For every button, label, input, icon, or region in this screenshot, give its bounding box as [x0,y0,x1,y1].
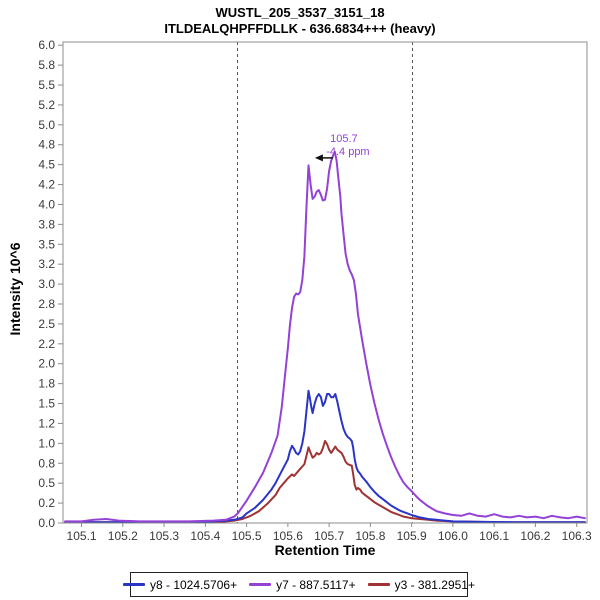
chart-title: WUSTL_205_3537_3151_18 [215,5,385,20]
y-tick-label: 4.0 [38,197,55,211]
y-tick-label: 0.8 [38,456,55,470]
legend-label-y8: y8 - 1024.5706+ [150,577,238,592]
y-tick-label: 3.5 [38,237,55,251]
x-tick-label: 105.9 [397,529,427,543]
series-line-y7 [64,150,586,523]
y-tick-label: 3.2 [38,257,55,271]
x-tick-label: 106.3 [562,529,592,543]
legend-item-y8: y8 - 1024.5706+ [123,578,237,592]
y-tick-label: 1.2 [38,416,55,430]
y-tick-label: 4.5 [38,158,55,172]
x-axis-label: Retention Time [274,542,376,558]
chart-subtitle: ITLDEALQHPFFDLLK - 636.6834+++ (heavy) [164,21,436,36]
x-tick-label: 105.4 [190,529,220,543]
y-tick-label: 2.8 [38,297,55,311]
x-tick-label: 106.0 [438,529,468,543]
y-tick-label: 6.0 [38,38,55,52]
x-tick-label: 105.5 [232,529,262,543]
y-tick-label: 5.0 [38,118,55,132]
y-tick-label: 0.0 [38,516,55,530]
y-tick-label: 2.0 [38,357,55,371]
series-line-y8 [64,389,586,524]
y-tick-label: 0.5 [38,476,55,490]
series-line-y3 [64,440,586,524]
legend-swatch-y3 [367,583,390,586]
legend-item-y3: y3 - 381.2951+ [367,577,475,592]
y-tick-label: 1.8 [38,377,55,391]
legend: y8 - 1024.5706+ y7 - 887.5117+ y3 - 381.… [123,572,475,597]
legend-label-y7: y7 - 887.5117+ [276,577,356,592]
y-tick-label: 5.2 [38,98,55,112]
y-tick-label: 3.0 [38,277,55,291]
x-tick-label: 105.3 [149,529,179,543]
y-tick-label: 1.5 [38,397,55,411]
x-tick-label: 105.1 [67,529,97,543]
peak-annotation-arrow-head [314,154,323,162]
plot-frame [62,41,588,524]
x-tick-label: 105.8 [355,529,385,543]
y-tick-label: 5.5 [38,78,55,92]
x-tick-label: 105.7 [314,529,344,543]
y-tick-label: 0.2 [38,496,55,510]
y-tick-label: 2.5 [38,317,55,331]
legend-swatch-y8 [123,583,145,586]
y-tick-label: 4.8 [38,138,55,152]
y-tick-label: 4.2 [38,178,55,192]
x-tick-label: 106.2 [520,529,550,543]
x-tick-label: 105.6 [273,529,303,543]
x-tick-label: 106.1 [479,529,509,543]
y-tick-label: 3.8 [38,217,55,231]
y-tick-label: 1.0 [38,436,55,450]
legend-item-y7: y7 - 887.5117+ [249,578,356,592]
peak-annotation-rt: 105.7 [330,133,358,145]
legend-swatch-y7 [249,583,272,586]
y-tick-label: 2.2 [38,337,55,351]
x-tick-label: 105.2 [108,529,138,543]
legend-label-y3: y3 - 381.2951+ [394,577,475,592]
peak-annotation-ppm: -4.4 ppm [326,146,369,158]
y-tick-label: 5.8 [38,58,55,72]
